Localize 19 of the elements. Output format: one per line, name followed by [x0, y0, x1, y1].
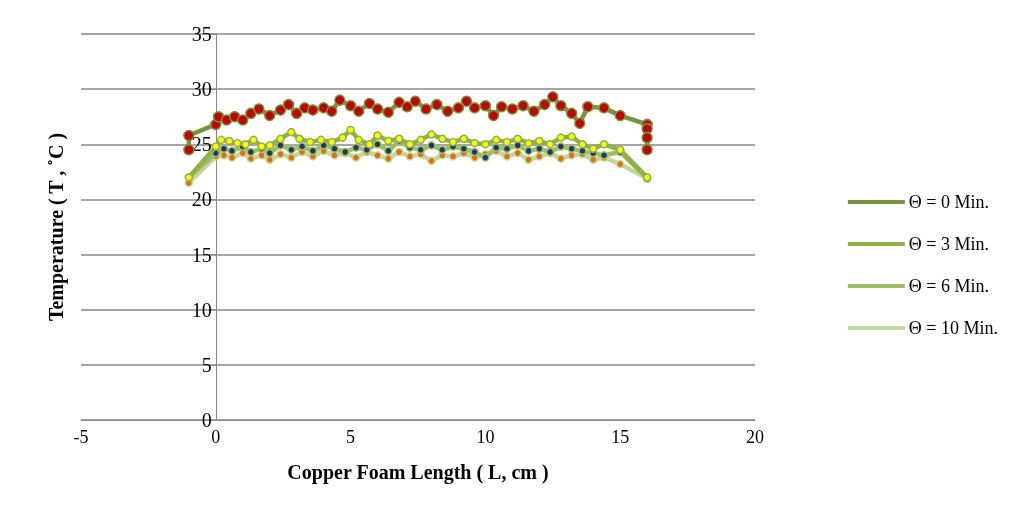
y-tick-label: 35	[191, 23, 212, 45]
legend-label: Θ = 6 Min.	[908, 276, 989, 296]
y-tick-label: 0	[201, 409, 212, 431]
y-tick-label: 5	[201, 353, 212, 376]
x-tick-label: 15	[611, 427, 630, 447]
y-tick-label: 25	[191, 133, 212, 156]
legend-label: Θ = 10 Min.	[908, 318, 998, 338]
y-tick-label: 15	[191, 243, 212, 266]
x-tick-label: -5	[73, 427, 89, 447]
y-axis-title: Temperature ( T , ˚C )	[44, 132, 68, 322]
x-axis-title: Copper Foam Length ( L, cm )	[287, 461, 549, 484]
x-tick-label: 5	[346, 427, 356, 447]
y-tick-label: 10	[191, 298, 212, 321]
legend-label: Θ = 0 Min.	[908, 192, 989, 212]
legend-label: Θ = 3 Min.	[908, 234, 989, 254]
x-tick-label: 10	[476, 427, 495, 447]
y-tick-label: 20	[191, 188, 212, 211]
y-tick-label: 30	[191, 78, 212, 101]
x-tick-label: 20	[746, 427, 764, 447]
